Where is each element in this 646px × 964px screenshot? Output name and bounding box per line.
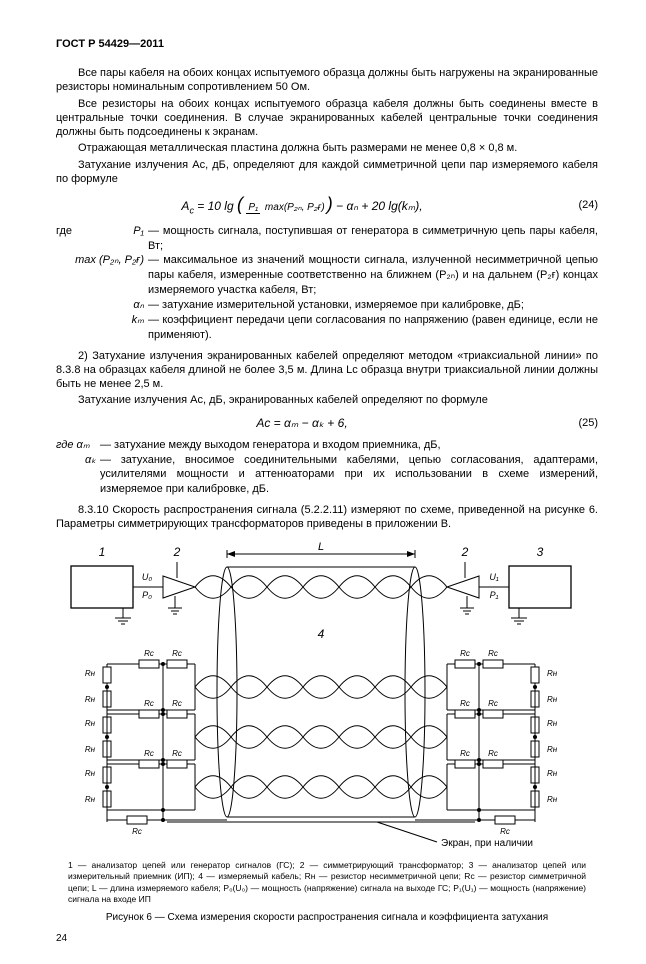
paragraph: Отражающая металлическая пластина должна… [56, 141, 598, 155]
svg-text:Rн: Rн [85, 669, 96, 678]
formula-25: Aс = αₘ − αₖ + 6, (25) [56, 416, 598, 430]
svg-text:Rн: Rн [85, 695, 96, 704]
standard-header: ГОСТ Р 54429—2011 [56, 38, 598, 50]
formula-24: Aс = 10 lg ( P₁ max(P₂ₙ, P₂ғ) ) − αₙ + 2… [56, 194, 598, 215]
svg-text:U₀: U₀ [142, 572, 152, 582]
svg-text:2: 2 [461, 545, 469, 559]
paragraph: Затухание излучения Aс, дБ, экранированн… [56, 393, 598, 407]
svg-text:Rс: Rс [488, 649, 498, 658]
svg-text:3: 3 [537, 545, 544, 559]
page-number: 24 [56, 933, 598, 944]
formula-body: Aс = 10 lg ( P₁ max(P₂ₙ, P₂ғ) ) − αₙ + 2… [56, 194, 548, 215]
svg-text:Rн: Rн [547, 669, 558, 678]
svg-text:Rс: Rс [172, 649, 182, 658]
svg-text:Rс: Rс [460, 649, 470, 658]
formula-body: Aс = αₘ − αₖ + 6, [56, 416, 548, 430]
svg-text:P₀: P₀ [142, 590, 152, 600]
svg-text:Rс: Rс [144, 649, 154, 658]
svg-text:2: 2 [173, 545, 181, 559]
paragraph: 8.3.10 Скорость распространения сигнала … [56, 503, 598, 532]
paragraph: Все резисторы на обоих концах испытуемог… [56, 97, 598, 140]
svg-text:L: L [318, 542, 324, 553]
formula-number: (25) [548, 417, 598, 429]
svg-text:1: 1 [99, 545, 106, 559]
figure-caption: Рисунок 6 — Схема измерения скорости рас… [56, 912, 598, 923]
svg-text:Rс: Rс [500, 827, 510, 836]
svg-text:U₁: U₁ [489, 572, 498, 582]
svg-text:Экран, при наличии: Экран, при наличии [441, 838, 533, 849]
formula-number: (24) [548, 199, 598, 211]
svg-text:4: 4 [318, 627, 325, 641]
definitions-25: где αₘ — затухание между выходом генерат… [56, 438, 598, 497]
svg-text:P₁: P₁ [490, 590, 499, 600]
paragraph: 2) Затухание излучения экранированных ка… [56, 349, 598, 392]
figure-6: 1 U₀ P₀ 2 [56, 542, 598, 852]
figure-legend: 1 — анализатор цепей или генератор сигна… [68, 860, 586, 906]
paragraph: Затухание излучения Aс, дБ, определяют д… [56, 158, 598, 187]
document-page: ГОСТ Р 54429—2011 Все пары кабеля на обо… [0, 0, 646, 964]
svg-text:Rн: Rн [547, 695, 558, 704]
circuit-diagram: 1 U₀ P₀ 2 [67, 542, 587, 852]
definitions-24: где P₁ — мощность сигнала, поступившая о… [56, 224, 598, 343]
paragraph: Все пары кабеля на обоих концах испытуем… [56, 66, 598, 95]
svg-text:Rс: Rс [132, 827, 142, 836]
